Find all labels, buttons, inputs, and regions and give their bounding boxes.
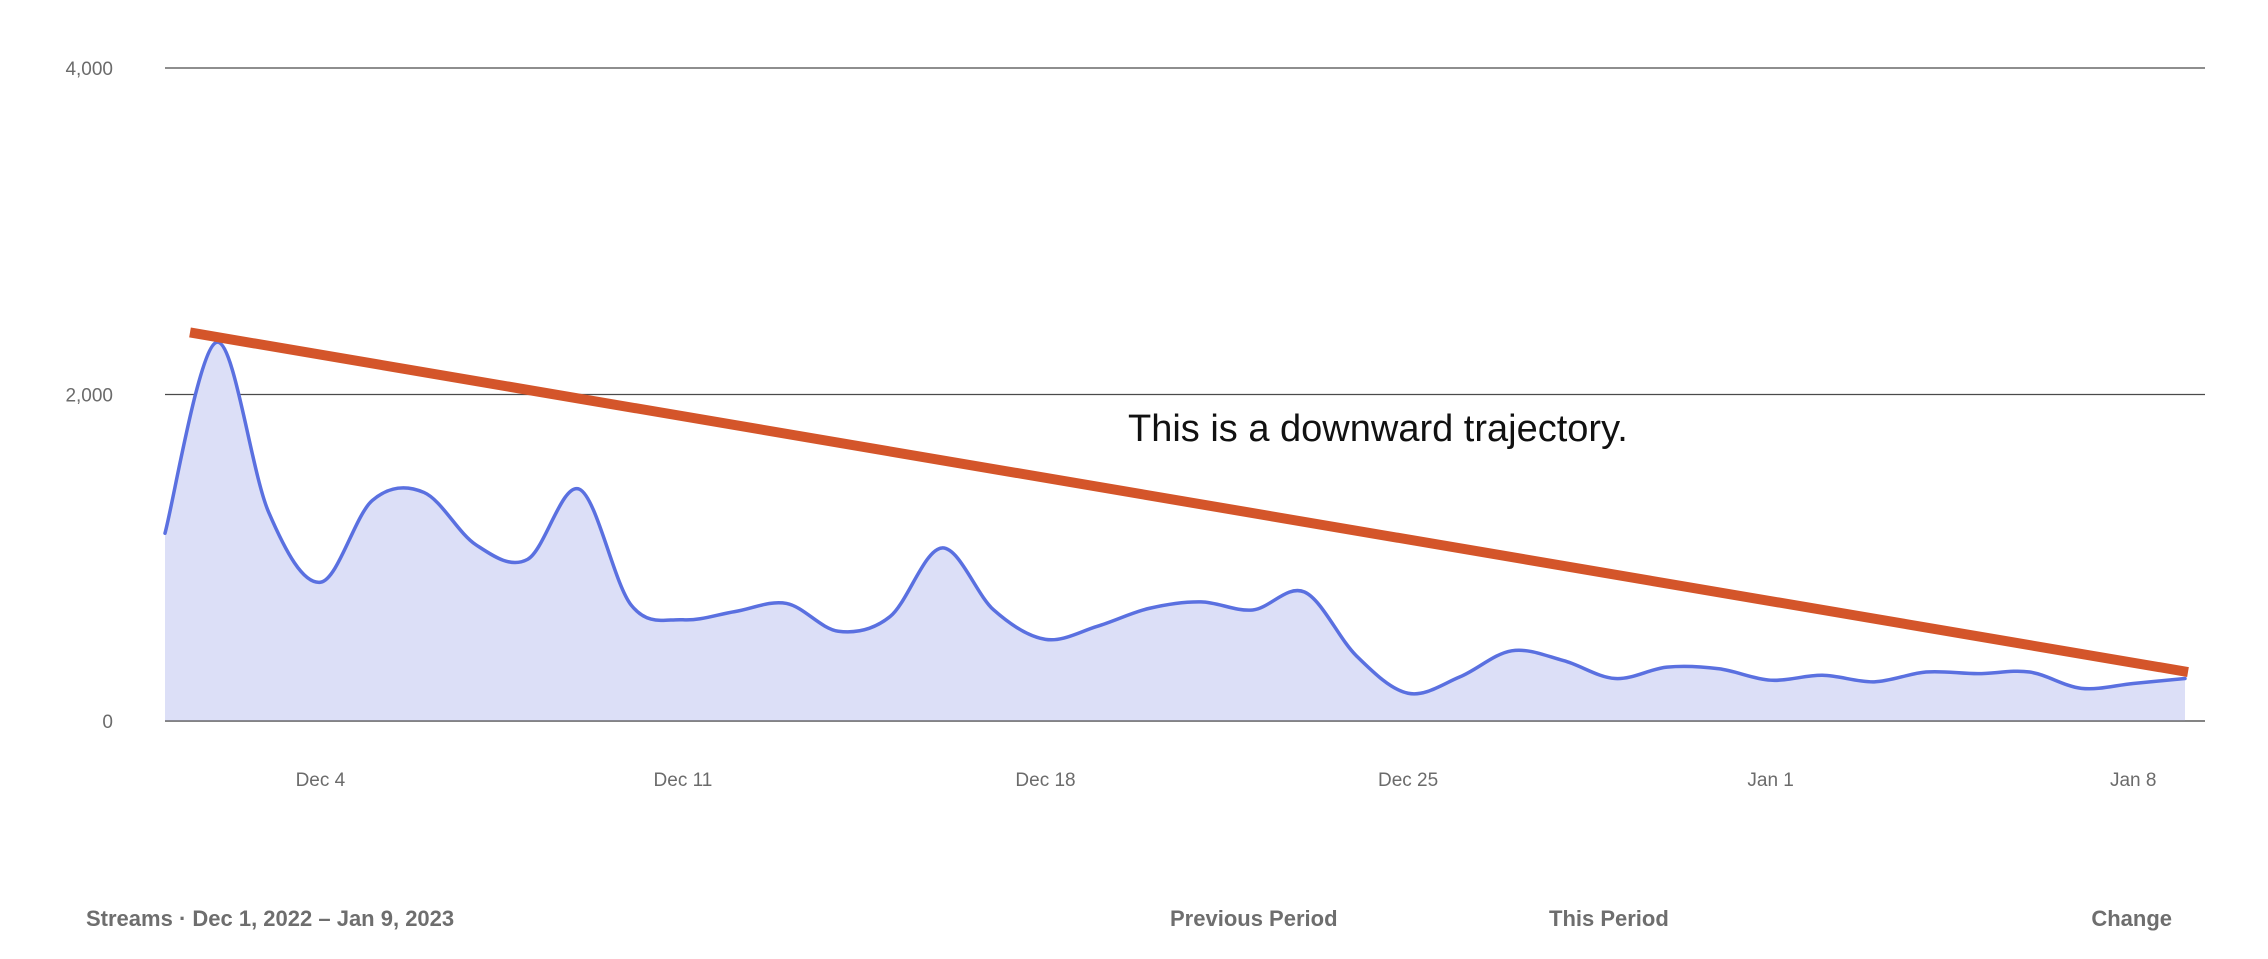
data-point-2022-12-22 — [1251, 608, 1255, 612]
data-point-2022-12-15 — [888, 615, 892, 619]
data-point-2022-12-19 — [1095, 624, 1099, 628]
data-point-2022-12-13 — [785, 601, 789, 605]
series-area-fill — [165, 342, 2185, 721]
data-point-2022-12-21 — [1199, 600, 1203, 604]
data-point-2023-01-06 — [2028, 670, 2032, 674]
data-point-2022-12-07 — [474, 543, 478, 547]
data-point-2022-12-04 — [318, 580, 322, 584]
data-point-2023-01-08 — [2131, 681, 2135, 685]
data-point-2023-01-02 — [1820, 673, 1824, 677]
data-point-2022-12-14 — [836, 629, 840, 633]
data-point-2022-12-24 — [1354, 654, 1358, 658]
data-point-2022-12-11 — [681, 618, 685, 622]
data-point-2022-12-03 — [267, 510, 271, 514]
previous-period-header: Previous Period — [1170, 906, 1338, 931]
trend-line — [189, 327, 2189, 677]
x-axis-ticks: Dec 4 Dec 11 Dec 18 Dec 25 Jan 1 Jan 8 — [296, 770, 2157, 791]
data-point-2022-12-09 — [577, 487, 581, 491]
annotation-label: This is a downward trajectory. — [1128, 408, 1628, 450]
footer-title: Streams · Dec 1, 2022 – Jan 9, 2023 — [86, 906, 455, 931]
data-point-2022-12-31 — [1717, 667, 1721, 671]
x-tick-label: Dec 4 — [296, 770, 346, 791]
data-point-2022-12-30 — [1665, 665, 1669, 669]
y-tick-label: 2,000 — [65, 386, 113, 407]
data-point-2022-12-16 — [940, 546, 944, 550]
data-point-2023-01-04 — [1924, 670, 1928, 674]
data-point-2022-12-18 — [1044, 637, 1048, 641]
data-point-2022-12-10 — [629, 603, 633, 607]
data-point-2022-12-29 — [1613, 677, 1617, 681]
data-point-2023-01-03 — [1872, 680, 1876, 684]
data-point-2022-12-05 — [370, 499, 374, 503]
x-tick-label: Dec 25 — [1378, 770, 1438, 791]
x-tick-label: Dec 11 — [654, 770, 713, 791]
change-header: Change — [2091, 906, 2172, 931]
data-point-2023-01-05 — [1976, 672, 1980, 676]
y-tick-label: 4,000 — [65, 59, 113, 80]
x-tick-label: Jan 8 — [2110, 770, 2156, 791]
data-point-2022-12-08 — [526, 557, 530, 561]
data-point-2022-12-17 — [992, 608, 996, 612]
data-point-2022-12-20 — [1147, 606, 1151, 610]
data-point-2022-12-23 — [1302, 590, 1306, 594]
x-tick-label: Dec 18 — [1015, 770, 1075, 791]
data-point-2023-01-01 — [1769, 678, 1773, 682]
x-tick-label: Jan 1 — [1747, 770, 1793, 791]
trend-annotation: This is a downward trajectory. — [189, 327, 2189, 677]
data-point-2022-12-28 — [1561, 659, 1565, 663]
data-point-2022-12-27 — [1510, 649, 1514, 653]
data-point-2022-12-12 — [733, 610, 737, 614]
data-point-2022-12-25 — [1406, 691, 1410, 695]
area-series — [163, 340, 2205, 722]
series-line — [163, 340, 2187, 696]
data-point-2023-01-09 — [2183, 677, 2187, 681]
data-point-2023-01-07 — [2079, 686, 2083, 690]
y-axis-ticks: 0 2,000 4,000 — [65, 59, 113, 733]
data-point-2022-12-01 — [163, 531, 167, 535]
y-tick-label: 0 — [102, 712, 113, 733]
table-header: Streams · Dec 1, 2022 – Jan 9, 2023 Prev… — [0, 906, 2268, 946]
data-point-2022-12-26 — [1458, 675, 1462, 679]
data-point-2022-12-06 — [422, 490, 426, 494]
this-period-header: This Period — [1549, 906, 1669, 931]
